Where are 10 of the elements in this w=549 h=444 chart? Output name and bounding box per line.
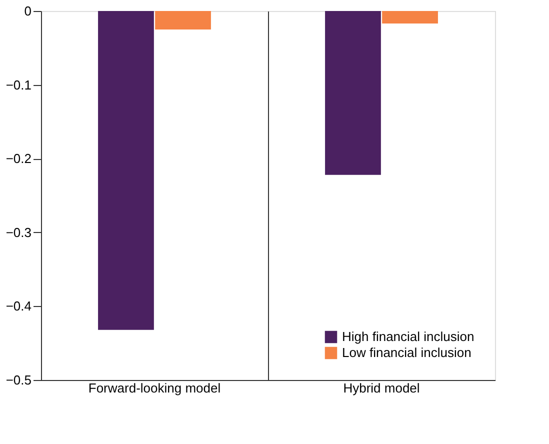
y-tick-label: −0.2	[6, 151, 32, 166]
y-tick-label: −0.5	[6, 372, 32, 388]
x-tick-label: Forward-looking model	[88, 380, 221, 396]
legend-label: High financial inclusion	[342, 329, 474, 344]
y-tick-label: −0.1	[6, 77, 32, 92]
y-tick-label: −0.3	[6, 224, 32, 240]
y-tick-label: 0	[24, 4, 32, 18]
legend-label: Low financial inclusion	[342, 345, 472, 360]
y-tick-label: −0.4	[6, 298, 32, 314]
x-tick-label: Hybrid model	[343, 380, 420, 396]
